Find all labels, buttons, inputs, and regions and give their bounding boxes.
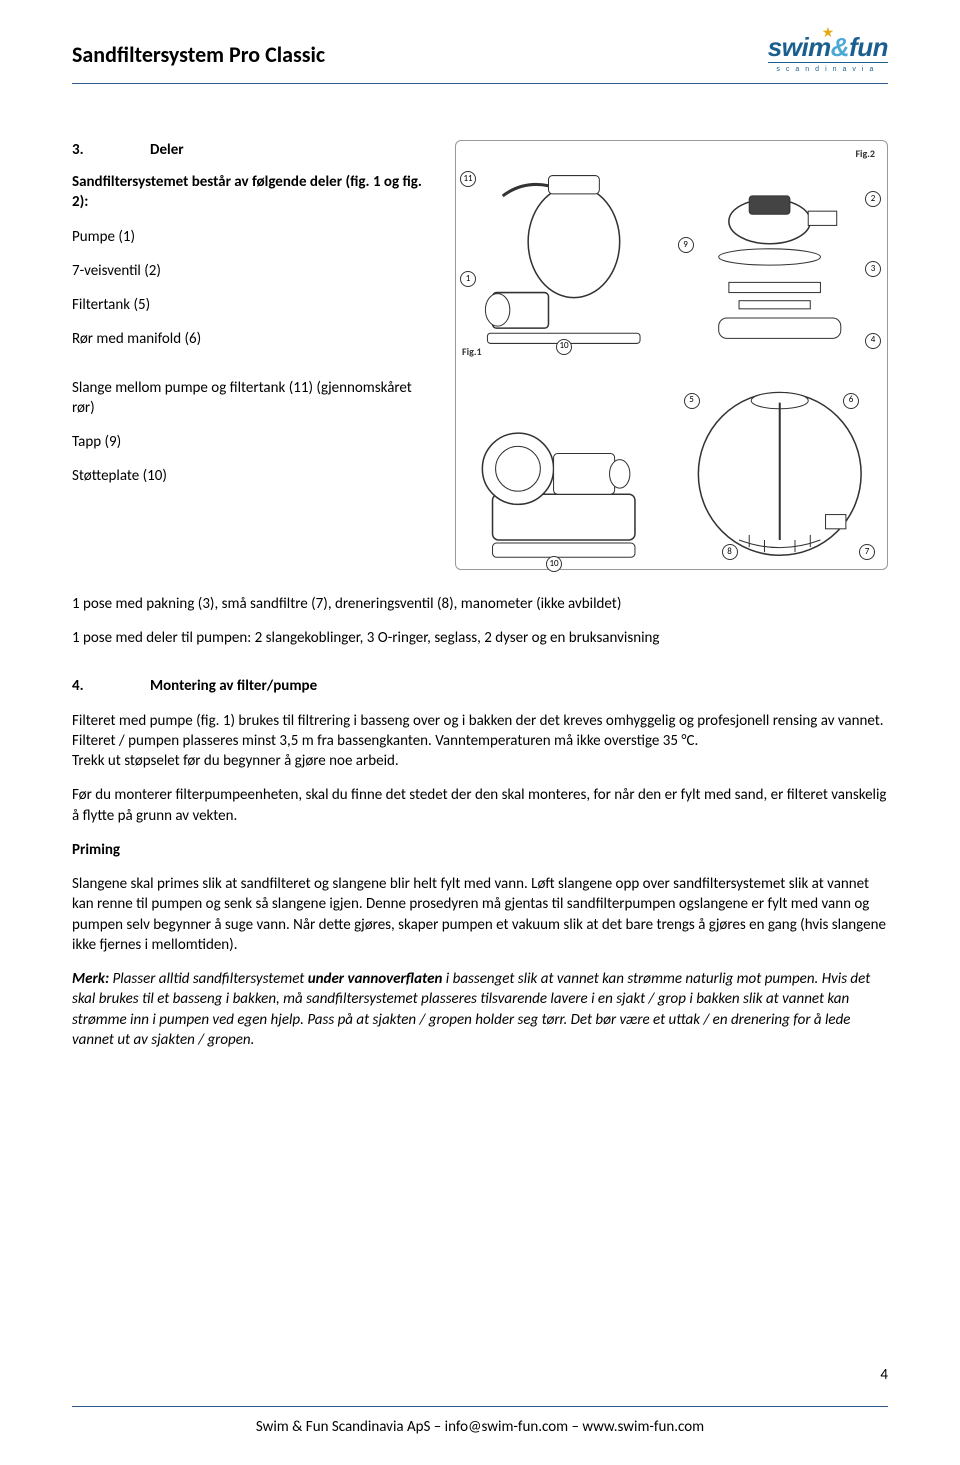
callout: 2 <box>865 191 881 207</box>
callout: 6 <box>843 393 859 409</box>
p1b-text: Trekk ut støpselet før du begynner å gjø… <box>72 752 399 770</box>
part-item: Pumpe (1) <box>72 227 431 247</box>
document-title: Sandfiltersystem Pro Classic <box>72 28 325 70</box>
page-header: Sandfiltersystem Pro Classic ★ swim&fun … <box>72 28 888 84</box>
fig2-bottom: 5 6 8 7 <box>672 363 887 585</box>
section-4-heading: 4.Montering av filter/pumpe <box>72 676 888 696</box>
callout: 1 <box>460 271 476 287</box>
parts-diagram: 11 1 10 Fig.1 <box>455 140 888 570</box>
part-item: 1 pose med deler til pumpen: 2 slangekob… <box>72 628 888 648</box>
section-number: 4. <box>72 676 150 696</box>
brand-logo: ★ swim&fun scandinavia <box>768 28 888 75</box>
callout: 4 <box>865 333 881 349</box>
section-3-text: 3.Deler Sandfiltersystemet består av føl… <box>72 140 431 570</box>
part-item: Støtteplate (10) <box>72 466 431 486</box>
body-paragraph: Før du monterer filterpumpeenheten, skal… <box>72 785 888 826</box>
fig1-top: 11 1 10 Fig.1 <box>456 141 671 363</box>
logo-swim: swim <box>768 32 831 62</box>
page-footer: Swim & Fun Scandinavia ApS – info@swim-f… <box>72 1406 888 1437</box>
logo-amp: & <box>831 32 849 62</box>
part-item: Tapp (9) <box>72 432 431 452</box>
p1-text: Filteret med pumpe (fig. 1) brukes til f… <box>72 712 884 750</box>
section-title: Montering av filter/pumpe <box>150 677 317 695</box>
section-3-heading: 3.Deler <box>72 140 431 160</box>
part-item: Slange mellom pumpe og filtertank (11) (… <box>72 378 431 419</box>
fig2-top: Fig.2 2 9 3 4 <box>672 141 887 363</box>
callout: 10 <box>556 339 572 355</box>
note-label: Merk: <box>72 970 109 988</box>
note-paragraph: Merk: Plasser alltid sandfiltersystemet … <box>72 969 888 1050</box>
logo-fun: fun <box>849 32 888 62</box>
part-item: Filtertank (5) <box>72 295 431 315</box>
pump-sketch-icon <box>462 369 665 579</box>
logo-subtext: scandinavia <box>768 62 888 74</box>
body-paragraph: Slangene skal primes slik at sandfiltere… <box>72 874 888 955</box>
callout: 9 <box>678 237 694 253</box>
page: Sandfiltersystem Pro Classic ★ swim&fun … <box>0 0 960 1465</box>
body-paragraph: Filteret med pumpe (fig. 1) brukes til f… <box>72 711 888 772</box>
assembly-sketch-icon <box>462 147 665 357</box>
section-title: Deler <box>150 141 184 159</box>
fig-label: Fig.2 <box>855 147 875 161</box>
callout: 5 <box>684 393 700 409</box>
diagram-top-row: 11 1 10 Fig.1 <box>456 141 887 363</box>
fig-label: Fig.1 <box>462 345 482 359</box>
section-number: 3. <box>72 140 150 160</box>
callout: 8 <box>722 544 738 560</box>
section-3-row: 3.Deler Sandfiltersystemet består av føl… <box>72 140 888 570</box>
diagram-bottom-row: 10 5 <box>456 363 887 585</box>
diagram-column: 11 1 10 Fig.1 <box>455 140 888 570</box>
fig1-bottom: 10 <box>456 363 671 585</box>
section-3-intro: Sandfiltersystemet består av følgende de… <box>72 172 431 213</box>
part-item: 7-veisventil (2) <box>72 261 431 281</box>
page-number: 4 <box>880 1365 888 1385</box>
logo-text: swim&fun <box>768 34 888 60</box>
valve-sketch-icon <box>678 147 881 357</box>
part-item: 1 pose med pakning (3), små sandfiltre (… <box>72 594 888 614</box>
part-item: Rør med manifold (6) <box>72 329 431 349</box>
note-bold: under vannoverflaten <box>308 970 443 988</box>
priming-heading: Priming <box>72 840 888 860</box>
callout: 11 <box>460 171 476 187</box>
callout: 3 <box>865 261 881 277</box>
note-pre: Plasser alltid sandfiltersystemet <box>109 970 308 988</box>
